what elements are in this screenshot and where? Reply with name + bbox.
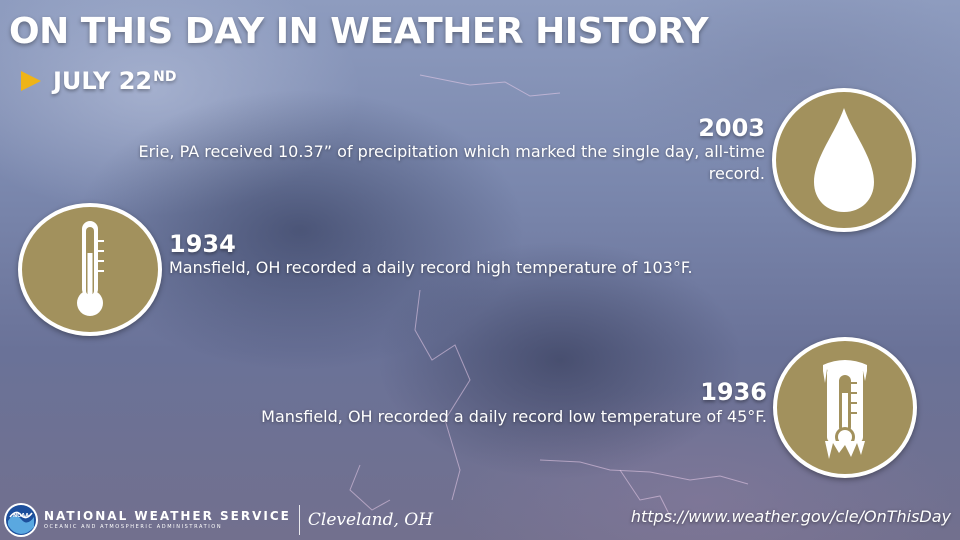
- event-description-1934: Mansfield, OH recorded a daily record hi…: [169, 258, 693, 277]
- page-title: ON THIS DAY IN WEATHER HISTORY: [9, 11, 709, 52]
- agency-subtitle: OCEANIC AND ATMOSPHERIC ADMINISTRATION: [44, 524, 223, 530]
- noaa-logo: NOAA: [4, 503, 38, 537]
- event-year-1934: 1934: [169, 230, 236, 258]
- noaa-logo-icon: NOAA: [6, 505, 36, 535]
- event-description-2003: Erie, PA received 10.37” of precipitatio…: [138, 142, 765, 183]
- date-suffix: ND: [153, 69, 177, 85]
- event-description-1936: Mansfield, OH recorded a daily record lo…: [261, 407, 767, 426]
- website-url: https://www.weather.gov/cle/OnThisDay: [630, 507, 951, 526]
- date-main: JULY 22: [53, 67, 153, 95]
- thermometer-frozen-icon: [823, 360, 867, 459]
- event-icon-circle-1934: [18, 203, 162, 336]
- noaa-logo-text: NOAA: [13, 513, 29, 519]
- event-year-1936: 1936: [700, 378, 767, 406]
- event-icon-circle-1936: [773, 337, 917, 478]
- play-arrow-icon: [21, 71, 41, 91]
- footer-branding: NOAA NATIONAL WEATHER SERVICE OCEANIC AN…: [4, 500, 433, 540]
- event-year-2003: 2003: [698, 114, 765, 142]
- agency-name: NATIONAL WEATHER SERVICE: [44, 509, 291, 523]
- date-label: JULY 22 ND: [21, 64, 176, 98]
- agency-name-block: NATIONAL WEATHER SERVICE OCEANIC AND ATM…: [44, 509, 291, 531]
- office-name: Cleveland, OH: [307, 510, 434, 530]
- raindrop-icon: [814, 108, 874, 212]
- divider: [298, 505, 300, 535]
- event-icon-circle-2003: [772, 88, 916, 232]
- thermometer-hot-icon: [77, 221, 104, 316]
